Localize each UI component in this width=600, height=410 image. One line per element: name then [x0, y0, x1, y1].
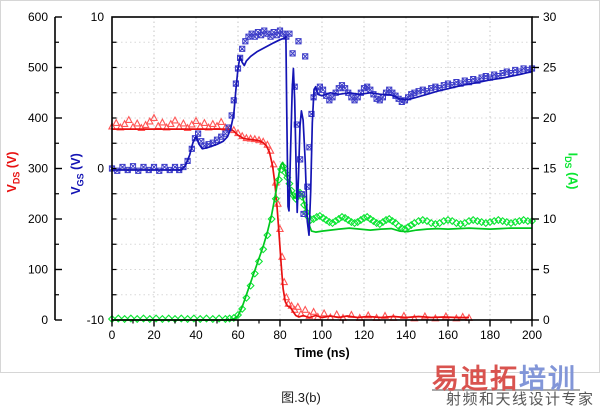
vgs-tick-label: 0 — [97, 162, 104, 176]
watermark-tagline: 射频和天线设计专家 — [446, 392, 595, 408]
ids-tick-label: 0 — [543, 313, 550, 327]
time-tick-label: 80 — [273, 328, 287, 342]
vds-axis-title: VDS (V) — [5, 151, 22, 192]
x-axis-title: Time (ns) — [294, 346, 350, 360]
vds-tick-label: 600 — [28, 10, 48, 24]
ids-tick-label: 25 — [543, 61, 557, 75]
vgs-axis-unit: (V) — [68, 153, 83, 170]
vgs-tick-label: -10 — [87, 313, 105, 327]
vds-axis-symbol: V — [4, 184, 19, 193]
time-tick-label: 140 — [396, 328, 416, 342]
time-tick-label: 100 — [312, 328, 332, 342]
series-vds_sim — [112, 128, 469, 319]
vds-tick-label: 100 — [28, 263, 48, 277]
time-tick-label: 40 — [189, 328, 203, 342]
time-tick-label: 60 — [231, 328, 245, 342]
figure-caption: 图.3(b) — [281, 390, 321, 405]
ids-tick-label: 20 — [543, 111, 557, 125]
time-tick-label: 200 — [522, 328, 542, 342]
vgs-axis-subscript: GS — [75, 173, 86, 187]
time-tick-label: 120 — [354, 328, 374, 342]
figure-frame — [0, 0, 600, 373]
vds-tick-label: 0 — [41, 313, 48, 327]
series-vgs_sim — [112, 35, 533, 237]
watermark-underline — [432, 389, 580, 391]
time-tick-label: 180 — [480, 328, 500, 342]
watermark-logo-blue: 培训 — [519, 364, 577, 394]
ids-tick-label: 15 — [543, 162, 557, 176]
ids-tick-label: 10 — [543, 212, 557, 226]
vgs-tick-label: 10 — [91, 10, 105, 24]
time-tick-label: 160 — [438, 328, 458, 342]
vds-axis-subscript: DS — [11, 171, 22, 185]
ids-tick-label: 30 — [543, 10, 557, 24]
vds-tick-label: 200 — [28, 212, 48, 226]
vds-axis-unit: (V) — [4, 151, 19, 169]
ids-axis-unit: (A) — [565, 172, 580, 190]
ids-axis-title: IDS (A) — [563, 153, 580, 190]
vgs-axis-title: VGS (V) — [69, 153, 86, 195]
ids-axis-subscript: DS — [562, 156, 573, 169]
ids-tick-label: 5 — [543, 263, 550, 277]
watermark-logo-red: 易迪拓 — [432, 364, 519, 394]
vds-tick-label: 500 — [28, 61, 48, 75]
time-tick-label: 0 — [109, 328, 116, 342]
time-tick-label: 20 — [147, 328, 161, 342]
vds-tick-label: 400 — [28, 111, 48, 125]
vds-tick-label: 300 — [28, 162, 48, 176]
watermark-logo: 易迪拓培训 — [432, 366, 577, 393]
vgs-axis-symbol: V — [68, 186, 83, 195]
